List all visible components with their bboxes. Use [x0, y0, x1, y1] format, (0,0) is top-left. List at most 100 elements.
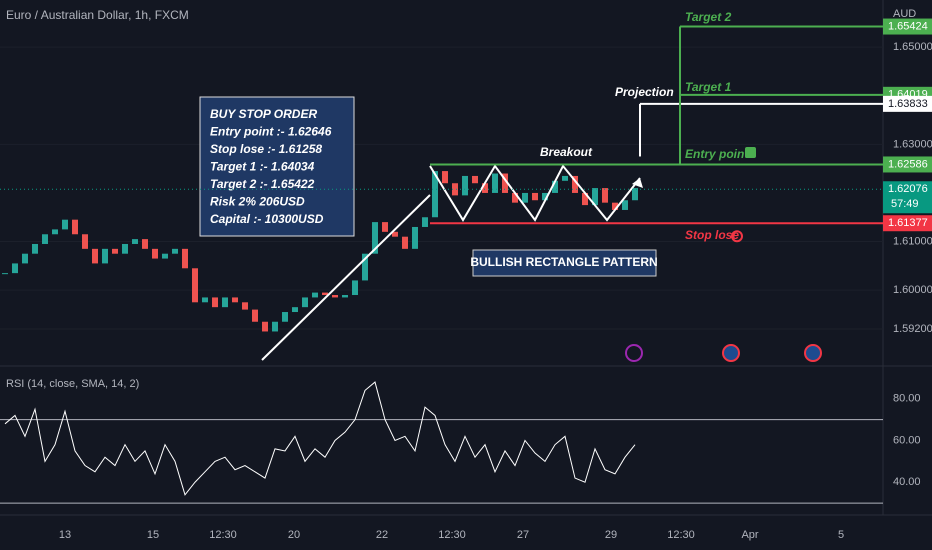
candle: [342, 295, 348, 298]
x-tick-label: 12:30: [438, 529, 466, 541]
candle: [322, 292, 328, 296]
y-tick-label: 1.61000: [893, 235, 932, 247]
x-tick-label: 27: [517, 529, 529, 541]
candle: [512, 192, 518, 203]
candle: [502, 173, 508, 193]
pattern-label: BULLISH RECTANGLE PATTERN: [470, 255, 657, 269]
event-icon[interactable]: [804, 344, 822, 362]
candle: [432, 171, 438, 218]
breakout-label: Breakout: [540, 145, 593, 159]
pattern-box: [472, 249, 657, 277]
price-badge: [883, 215, 932, 232]
level-name: Projection: [615, 85, 674, 99]
candle: [332, 295, 338, 298]
candle: [622, 200, 628, 210]
candle: [402, 236, 408, 249]
x-tick-label: Apr: [741, 529, 758, 541]
symbol-title[interactable]: Euro / Australian Dollar, 1h, FXCM: [6, 8, 189, 22]
candle: [272, 321, 278, 332]
candle: [362, 253, 368, 281]
stop-icon: [731, 230, 743, 243]
candle: [162, 253, 168, 259]
x-tick-label: 13: [59, 529, 71, 541]
candle: [212, 297, 218, 308]
last-price: 1.62076: [888, 183, 928, 195]
candle: [412, 226, 418, 249]
order-line: Stop lose :- 1.61258: [210, 142, 322, 156]
candle: [462, 175, 468, 196]
candle: [142, 239, 148, 249]
price-badge-label: 1.63833: [888, 98, 928, 110]
candle: [392, 231, 398, 237]
level-name: Stop lose: [685, 228, 739, 242]
rsi-title: RSI (14, close, SMA, 14, 2): [6, 378, 139, 390]
candle: [572, 175, 578, 193]
candle: [382, 222, 388, 232]
candle: [72, 219, 78, 235]
rsi-tick-label: 60.00: [893, 434, 921, 446]
candle: [242, 302, 248, 310]
candle: [452, 183, 458, 196]
entry-check: [745, 147, 756, 158]
price-badge-label: 1.61377: [888, 217, 928, 229]
currency: AUD: [893, 8, 916, 20]
candle: [302, 297, 308, 308]
x-tick-label: 22: [376, 529, 388, 541]
countdown: 57:49: [891, 198, 919, 210]
candle: [262, 321, 268, 332]
price-badge: [883, 95, 932, 112]
candle: [232, 297, 238, 303]
candle: [132, 239, 138, 244]
candle: [32, 243, 38, 254]
candle: [202, 297, 208, 303]
candle: [182, 248, 188, 269]
candle: [472, 175, 478, 184]
level-name: Entry point: [685, 147, 749, 161]
candle: [562, 175, 568, 181]
price-badge: [883, 18, 932, 35]
candle: [22, 253, 28, 264]
candle: [592, 188, 598, 206]
y-tick-label: 1.59200: [893, 323, 932, 335]
order-line: Target 1 :- 1.64034: [210, 160, 315, 174]
candle: [482, 183, 488, 193]
candle: [52, 229, 58, 235]
candle: [92, 248, 98, 264]
candle: [292, 307, 298, 313]
event-icon[interactable]: [722, 344, 740, 362]
order-text: BUY STOP ORDER Entry point :- 1.62646 Stop…: [210, 107, 332, 226]
candle: [552, 180, 558, 193]
price-badge-label: 1.62586: [888, 158, 928, 170]
candle: [632, 188, 638, 201]
x-tick-label: 29: [605, 529, 617, 541]
candle: [12, 263, 18, 274]
order-line: BUY STOP ORDER: [210, 107, 317, 121]
candle: [222, 297, 228, 308]
candle: [42, 234, 48, 244]
price-badge: [883, 156, 932, 173]
candle: [252, 309, 258, 322]
candle: [192, 268, 198, 303]
candle: [152, 248, 158, 259]
arrow-head: [632, 178, 643, 188]
rsi-tick-label: 40.00: [893, 476, 921, 488]
candle: [542, 192, 548, 201]
candle: [282, 312, 288, 322]
candle: [602, 188, 608, 203]
candle: [582, 192, 588, 206]
candle: [532, 192, 538, 201]
price-badge-label: 1.65424: [888, 20, 928, 32]
candle: [2, 273, 8, 275]
order-box: [199, 96, 355, 237]
x-tick-label: 12:30: [667, 529, 695, 541]
candle: [102, 248, 108, 264]
last-price-badge: [883, 181, 932, 214]
x-tick-label: 12:30: [209, 529, 237, 541]
event-icon[interactable]: [625, 344, 643, 362]
candle: [352, 280, 358, 296]
candle: [372, 222, 378, 254]
price-pane: [0, 46, 883, 332]
trend-arrow: [261, 194, 431, 361]
